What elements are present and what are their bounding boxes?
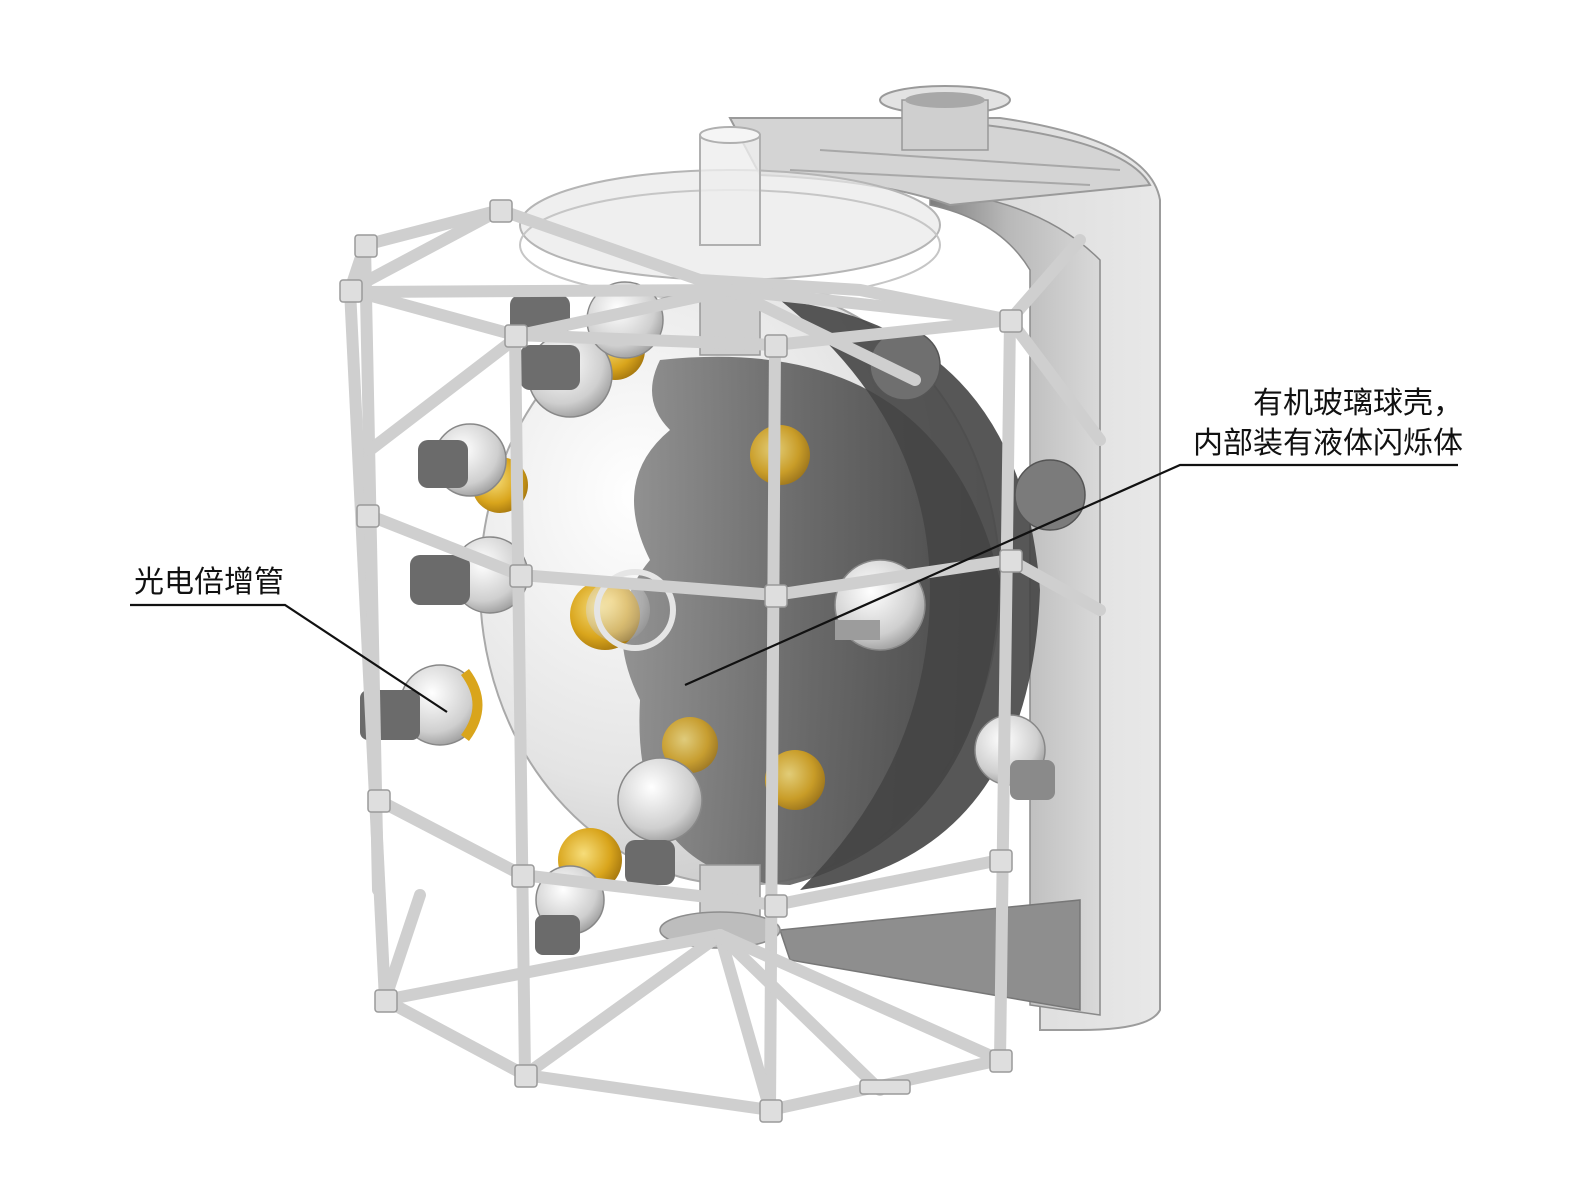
pmt-center xyxy=(594,569,676,651)
pmt-right-4 xyxy=(1014,459,1086,531)
pmt-left-3 xyxy=(418,423,507,497)
sphere-label-line-1: 有机玻璃球壳， xyxy=(1253,386,1463,421)
leader-lines xyxy=(130,463,1458,713)
pmt-label: 光电倍增管 xyxy=(134,565,284,600)
frame-joints xyxy=(339,199,1023,1123)
leader-line-sphere xyxy=(684,463,1458,687)
pmt-bottom-1 xyxy=(617,757,703,885)
pmt-top-1 xyxy=(520,332,613,418)
pmt-gold-4 xyxy=(662,717,718,773)
sphere-label: 有机玻璃球壳， 内部装有液体闪烁体 xyxy=(1183,384,1463,464)
pmt-gold-3 xyxy=(765,750,825,810)
sphere-label-line-2: 内部装有液体闪烁体 xyxy=(1193,426,1463,461)
leader-line-pmt xyxy=(130,603,448,713)
